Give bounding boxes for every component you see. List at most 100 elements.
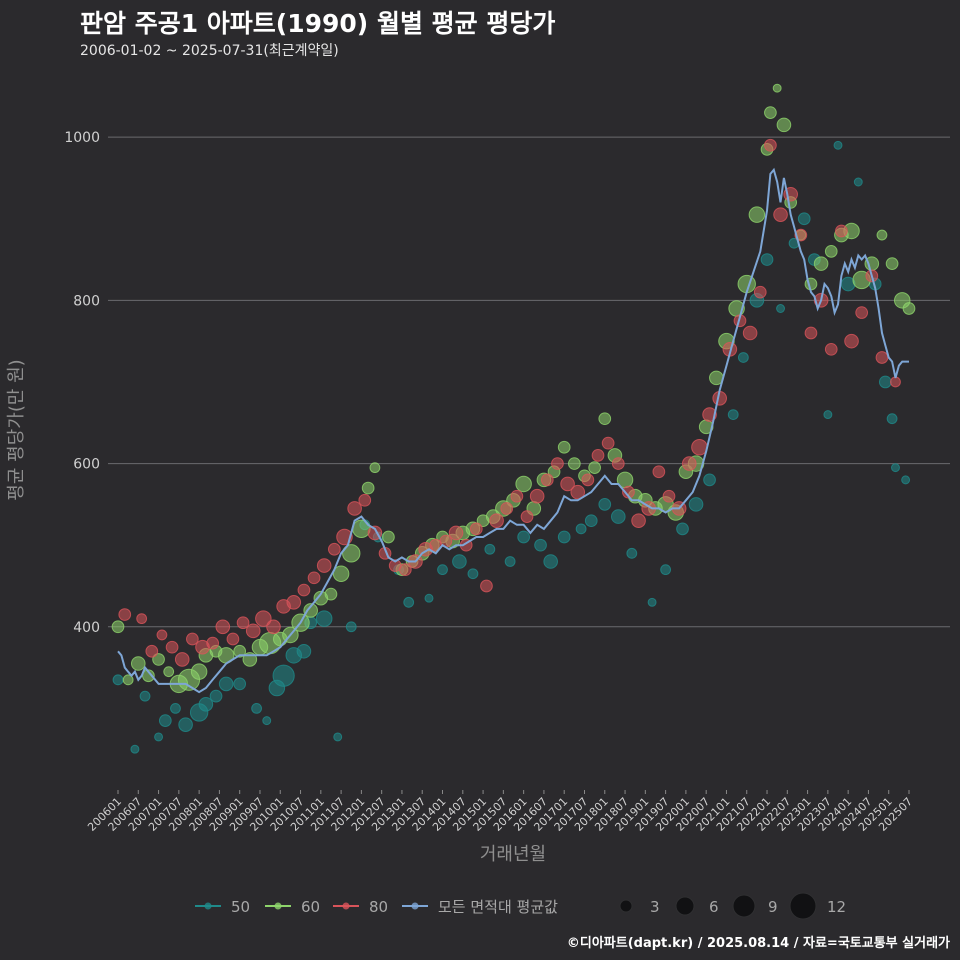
point-series-50 — [727, 409, 739, 420]
source-caption: ©디아파트(dapt.kr) / 2025.08.14 / 자료=국토교통부 실… — [566, 936, 950, 951]
point-series-50 — [610, 509, 626, 524]
point-series-80 — [489, 513, 504, 528]
legend-dot-2 — [342, 902, 350, 910]
point-series-60 — [361, 481, 375, 495]
point-series-80 — [174, 652, 190, 667]
point-series-50 — [198, 697, 214, 712]
point-series-60 — [122, 674, 134, 686]
point-series-50 — [272, 664, 295, 687]
point-series-80 — [753, 285, 767, 299]
point-series-80 — [662, 489, 676, 503]
y-tick-label: 1000 — [64, 130, 100, 146]
point-series-80 — [358, 493, 372, 507]
legend-size-label: 6 — [709, 898, 719, 916]
point-series-60 — [876, 229, 888, 241]
point-series-50 — [424, 593, 434, 603]
point-series-50 — [823, 410, 833, 420]
point-series-50 — [437, 564, 448, 576]
point-series-80 — [316, 558, 332, 573]
point-series-50 — [158, 714, 172, 727]
legend-dot-3 — [411, 902, 419, 910]
point-series-50 — [886, 413, 898, 425]
point-series-80 — [245, 623, 261, 639]
point-series-50 — [209, 689, 223, 703]
point-series-50 — [452, 554, 467, 569]
point-series-80 — [118, 608, 132, 621]
average-line — [117, 167, 909, 694]
point-series-50 — [737, 352, 749, 363]
point-series-50 — [233, 677, 247, 691]
point-series-60 — [567, 457, 581, 470]
point-series-80 — [855, 306, 869, 319]
point-series-50 — [262, 716, 272, 726]
point-series-50 — [112, 674, 124, 686]
point-series-80 — [255, 610, 272, 627]
chart-subtitle: 2006-01-02 ~ 2025-07-31(최근계약일) — [80, 43, 339, 59]
y-tick-label: 800 — [73, 293, 100, 309]
point-series-80 — [520, 510, 534, 523]
point-series-60 — [515, 475, 532, 493]
x-tick-labels: 2006012006072007012007072008012008072009… — [85, 790, 915, 834]
legend-size-bubble — [619, 899, 633, 913]
point-series-60 — [824, 245, 838, 258]
point-series-50 — [878, 375, 892, 389]
point-series-80 — [681, 456, 697, 471]
point-series-60 — [902, 302, 916, 315]
point-series-80 — [890, 376, 901, 388]
point-series-50 — [575, 523, 587, 535]
point-series-80 — [307, 571, 321, 585]
point-series-80 — [844, 333, 859, 349]
grid-lines — [108, 136, 950, 628]
legend-label: 60 — [301, 898, 320, 916]
legend-label: 모든 면적대 평균값 — [438, 898, 558, 916]
point-series-50 — [797, 212, 811, 226]
point-series-80 — [286, 594, 302, 610]
legend-label: 80 — [369, 898, 388, 916]
x-axis-title: 거래년월 — [480, 844, 546, 865]
point-series-80 — [742, 325, 758, 341]
point-series-60 — [885, 257, 899, 270]
point-series-50 — [647, 597, 657, 607]
point-series-60 — [152, 653, 165, 666]
point-series-60 — [324, 587, 338, 601]
y-tick-label: 400 — [73, 620, 100, 636]
point-series-80 — [398, 563, 412, 577]
point-series-50 — [218, 676, 234, 692]
point-series-80 — [206, 636, 219, 650]
legend-dot-1 — [274, 902, 282, 910]
average-series-line — [117, 167, 909, 694]
point-series-50 — [345, 621, 357, 633]
point-series-50 — [760, 253, 774, 266]
point-series-80 — [631, 513, 646, 528]
point-series-50 — [901, 475, 911, 485]
y-axis-title: 평균 평당가(만 원) — [6, 359, 27, 500]
point-series-60 — [557, 440, 571, 454]
point-series-80 — [480, 579, 493, 593]
point-series-80 — [186, 632, 199, 646]
y-tick-label: 600 — [73, 457, 100, 473]
point-series-80 — [560, 476, 575, 492]
point-series-60 — [598, 412, 612, 426]
point-series-50 — [484, 543, 496, 555]
point-series-50 — [891, 463, 900, 473]
point-series-60 — [748, 206, 766, 223]
point-series-80 — [764, 138, 777, 152]
legend-size-bubble — [732, 894, 756, 918]
point-series-50 — [178, 717, 193, 733]
point-series-80 — [510, 489, 524, 503]
point-series-80 — [500, 502, 514, 515]
point-series-80 — [601, 436, 615, 450]
point-series-50 — [557, 530, 571, 544]
point-series-80 — [156, 629, 168, 641]
point-series-60 — [303, 603, 318, 618]
point-series-60 — [369, 462, 381, 474]
point-series-60 — [233, 644, 247, 658]
point-series-50 — [676, 522, 689, 536]
point-series-50 — [543, 554, 558, 569]
point-series-60 — [813, 256, 829, 271]
point-series-60 — [190, 663, 208, 680]
point-series-50 — [154, 732, 164, 742]
point-series-80 — [591, 449, 605, 462]
point-series-80 — [327, 542, 341, 556]
point-series-80 — [529, 488, 545, 504]
